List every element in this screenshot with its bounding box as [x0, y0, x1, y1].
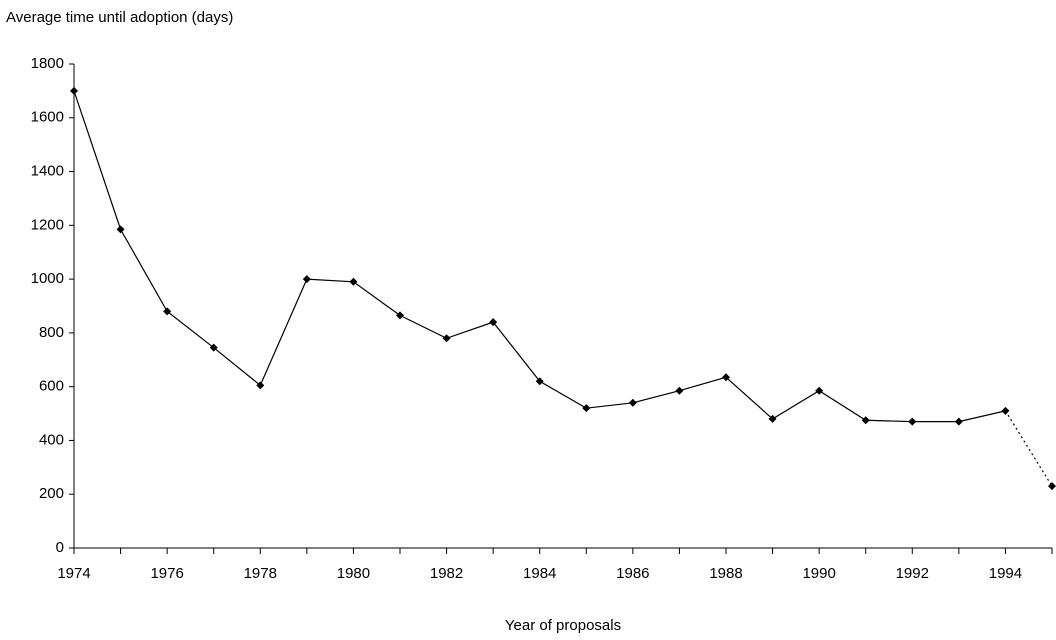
marker — [722, 373, 730, 382]
chart-title: Average time until adoption (days) — [6, 9, 233, 26]
marker — [954, 417, 963, 426]
marker — [908, 417, 917, 426]
marker — [489, 318, 498, 327]
y-tick-label: 600 — [39, 378, 64, 395]
x-tick-label: 1982 — [430, 565, 463, 582]
x-tick-label: 1992 — [896, 565, 929, 582]
line-series-dotted — [1004, 410, 1053, 487]
x-tick-label: 1978 — [244, 565, 277, 582]
marker — [349, 277, 358, 286]
marker — [628, 398, 637, 407]
x-tick-label: 1984 — [523, 565, 556, 582]
y-tick-label: 1000 — [31, 270, 64, 287]
y-tick-label: 1800 — [31, 55, 64, 72]
y-tick-label: 1400 — [31, 163, 64, 180]
y-tick-label: 200 — [39, 485, 64, 502]
marker — [302, 275, 311, 284]
y-tick-label: 800 — [39, 324, 64, 341]
x-tick-label: 1974 — [57, 565, 90, 582]
marker — [116, 225, 125, 234]
marker — [815, 386, 824, 395]
y-tick-label: 1600 — [31, 109, 64, 126]
marker — [582, 404, 591, 413]
marker — [209, 343, 218, 352]
line-series — [73, 90, 1006, 423]
marker — [535, 377, 544, 386]
marker — [861, 416, 870, 425]
marker — [442, 334, 451, 343]
marker — [675, 386, 684, 395]
x-axis-label: Year of proposals — [505, 617, 621, 634]
x-tick-label: 1976 — [150, 565, 183, 582]
x-tick-label: 1986 — [616, 565, 649, 582]
marker — [1001, 406, 1010, 415]
y-tick-label: 400 — [39, 431, 64, 448]
marker — [70, 86, 78, 95]
y-tick-label: 1200 — [31, 216, 64, 233]
marker — [256, 381, 265, 390]
x-tick-label: 1990 — [802, 565, 835, 582]
marker — [1048, 482, 1056, 491]
x-tick-label: 1980 — [337, 565, 370, 582]
x-tick-label: 1988 — [709, 565, 742, 582]
x-tick-label: 1994 — [989, 565, 1022, 582]
marker — [768, 414, 777, 423]
marker — [163, 307, 172, 316]
y-tick-label: 0 — [56, 539, 64, 556]
marker — [396, 311, 404, 320]
